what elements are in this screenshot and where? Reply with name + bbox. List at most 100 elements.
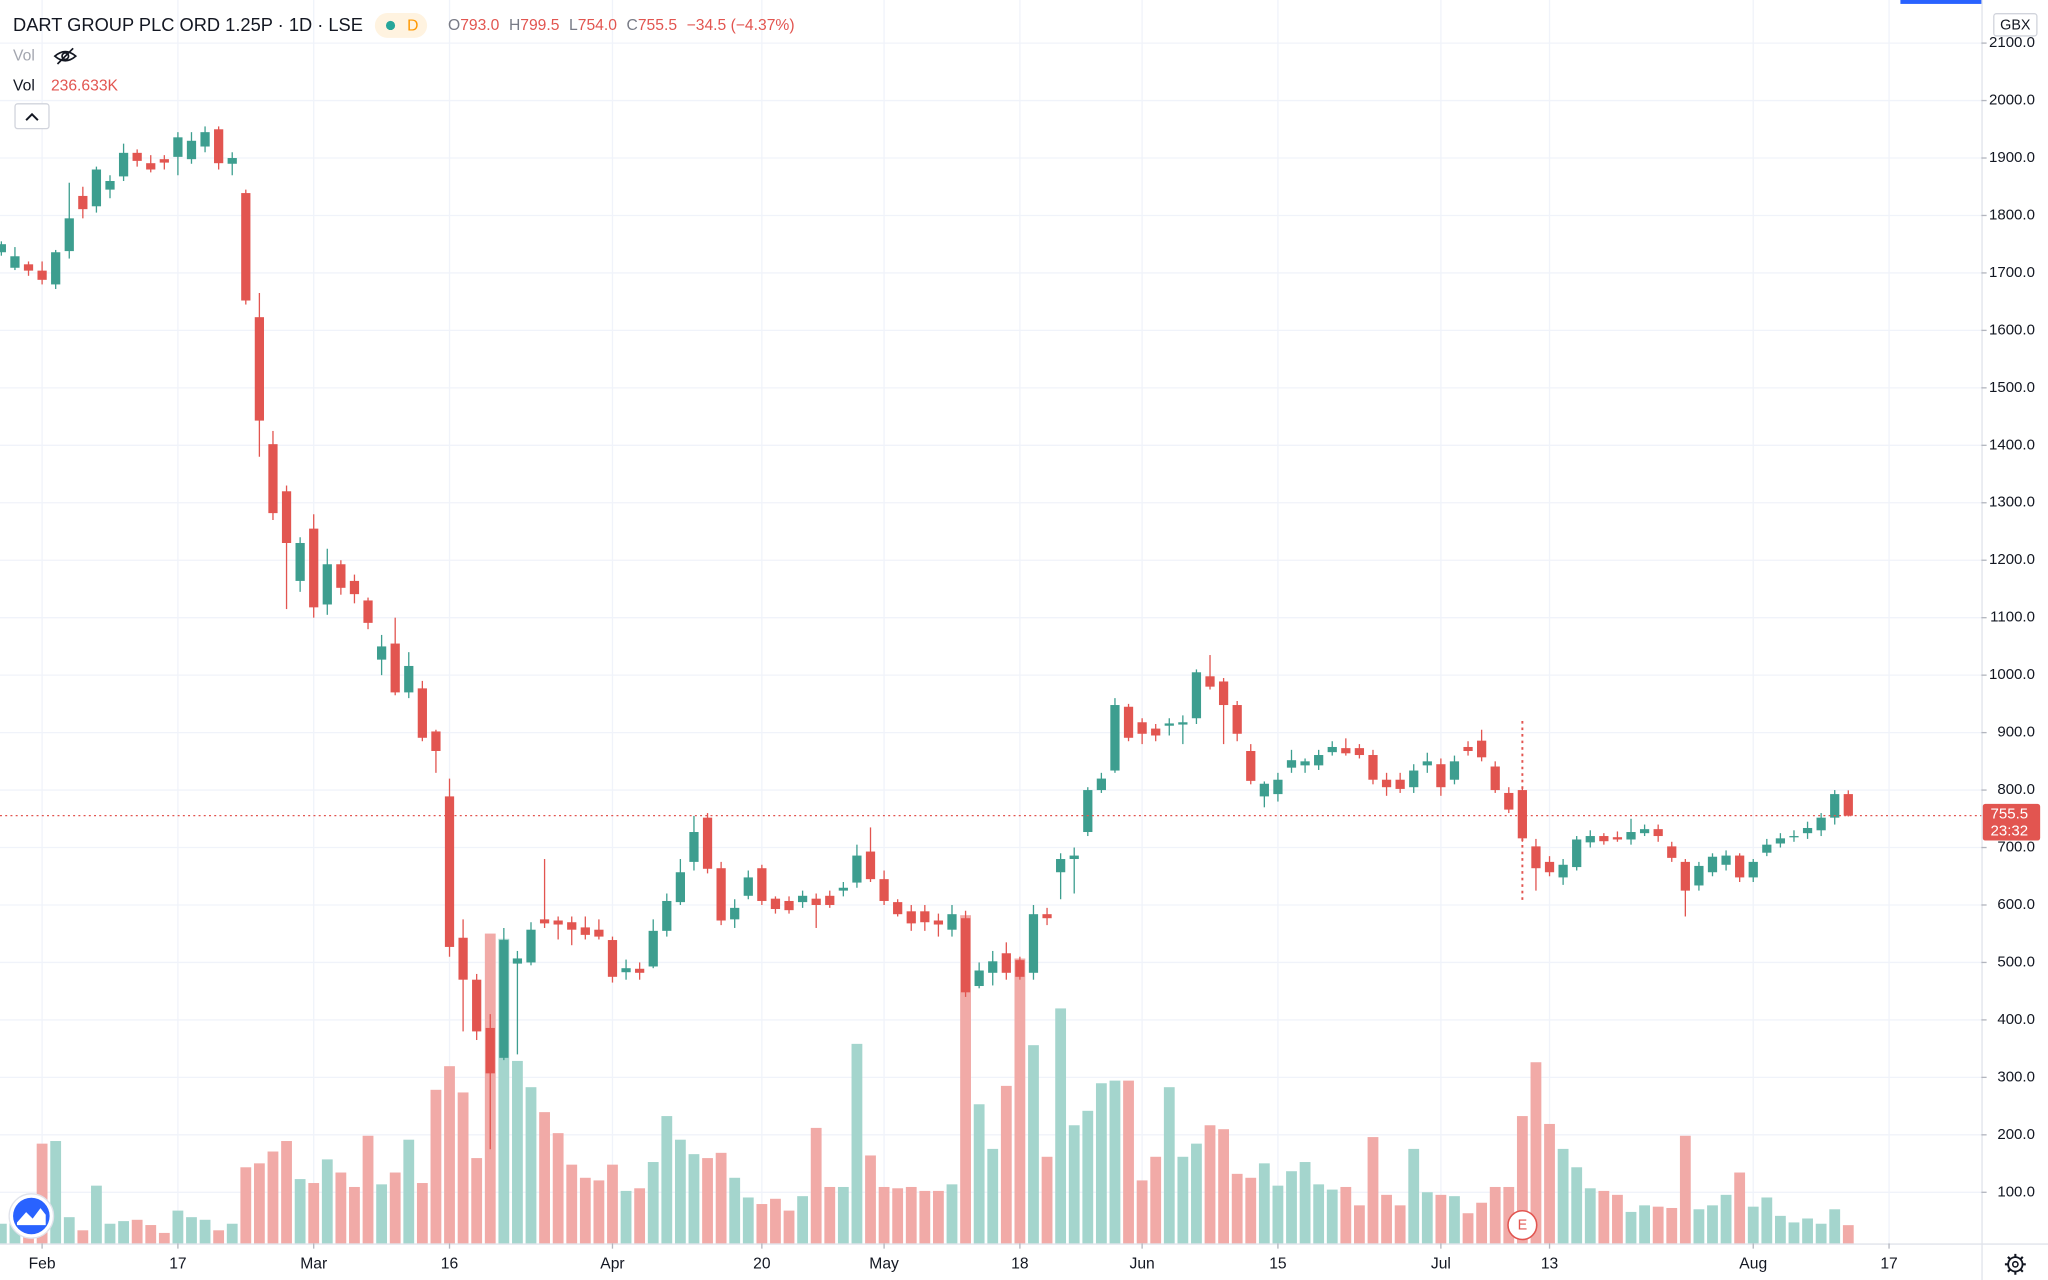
volume-bar bbox=[878, 1186, 890, 1244]
volume-bar bbox=[539, 1112, 550, 1244]
volume-bar bbox=[1489, 1186, 1501, 1244]
volume-bar bbox=[1652, 1206, 1664, 1244]
candle-body bbox=[1721, 855, 1731, 865]
candle-body bbox=[1164, 723, 1174, 726]
volume-bar bbox=[63, 1217, 75, 1244]
volume-bar bbox=[1177, 1156, 1189, 1244]
candle-body bbox=[1802, 827, 1813, 834]
candle-body bbox=[1151, 728, 1161, 736]
volume-bar bbox=[403, 1139, 415, 1244]
candle-body bbox=[1232, 705, 1242, 734]
volume-bar bbox=[647, 1162, 659, 1244]
settings-icon[interactable] bbox=[2004, 1253, 2026, 1275]
last-price-label: 755.5 bbox=[1991, 805, 2029, 822]
last-price-box bbox=[1982, 803, 2041, 841]
ohlc-letter: O bbox=[448, 17, 460, 34]
badge-pill[interactable] bbox=[374, 13, 428, 38]
collapse-button[interactable] bbox=[14, 103, 50, 130]
candle-body bbox=[472, 979, 482, 1032]
y-tick-label: 2100.0 bbox=[1989, 34, 2035, 51]
volume-bar bbox=[1204, 1125, 1216, 1244]
candle-body bbox=[23, 264, 34, 271]
candle-body bbox=[146, 163, 156, 170]
candle-body bbox=[526, 929, 536, 963]
y-tick-label: 1100.0 bbox=[1990, 609, 2035, 626]
y-tick-label: 100.0 bbox=[1997, 1183, 2035, 1200]
volume-bar bbox=[1829, 1209, 1841, 1244]
candle-body bbox=[635, 968, 645, 973]
volume-bar bbox=[226, 1223, 238, 1244]
candle-body bbox=[1748, 861, 1758, 878]
candle-body bbox=[512, 958, 523, 964]
volume-bar bbox=[281, 1141, 292, 1244]
candle-body bbox=[200, 132, 210, 147]
currency[interactable]: GBX bbox=[2000, 17, 2031, 33]
gear-hub bbox=[2011, 1260, 2019, 1268]
candle-body bbox=[336, 564, 346, 588]
candle-body bbox=[1775, 838, 1786, 844]
volume-bar bbox=[620, 1190, 632, 1244]
badge[interactable]: D bbox=[407, 17, 418, 34]
candle-body bbox=[797, 895, 808, 903]
logo-mark bbox=[16, 1208, 46, 1226]
ohlc-letter: C bbox=[627, 17, 638, 34]
candle-body bbox=[458, 937, 468, 980]
volume-bar bbox=[1666, 1207, 1678, 1244]
candle-body bbox=[539, 919, 550, 924]
volume-bar bbox=[1503, 1186, 1515, 1244]
volume-bar bbox=[1191, 1143, 1202, 1244]
candle-body bbox=[1123, 706, 1134, 738]
volume-bar bbox=[1462, 1213, 1474, 1244]
candle-body bbox=[1626, 832, 1636, 840]
y-tick-label: 200.0 bbox=[1997, 1126, 2035, 1143]
axis-labels: 100.0 200.0 300.0 400.0 500.0 600.0 700.0 800.0… bbox=[29, 34, 2035, 1272]
hide-icon[interactable] bbox=[53, 47, 78, 65]
candle-body bbox=[1246, 750, 1256, 781]
candle-body bbox=[485, 1027, 495, 1074]
candle-body bbox=[730, 907, 740, 920]
y-tick-label: 1000.0 bbox=[1989, 666, 2035, 683]
candle-body bbox=[1436, 764, 1446, 788]
candle-body bbox=[322, 564, 332, 605]
currency-box[interactable] bbox=[1993, 13, 2038, 37]
y-tick-label: 1200.0 bbox=[1989, 551, 2035, 568]
candle-body bbox=[865, 851, 876, 880]
candle-body bbox=[159, 159, 169, 163]
candle-body bbox=[118, 152, 129, 177]
candle-body bbox=[363, 600, 373, 623]
event-label[interactable]: E bbox=[1518, 1218, 1528, 1234]
indicator-name-muted[interactable]: Vol bbox=[13, 47, 35, 64]
volume-bar bbox=[946, 1184, 958, 1244]
candle-body bbox=[1762, 844, 1772, 853]
volume-bar bbox=[892, 1188, 904, 1244]
candle-body bbox=[1830, 794, 1840, 818]
volume-bar bbox=[1326, 1189, 1338, 1244]
candle-body bbox=[404, 665, 414, 693]
candle-body bbox=[675, 872, 685, 903]
candle-body bbox=[1490, 766, 1500, 791]
volume-bar bbox=[688, 1154, 700, 1244]
ohlc-value: 793.0 bbox=[460, 17, 499, 34]
x-tick-label: 15 bbox=[1269, 1255, 1287, 1272]
volume-bar bbox=[1815, 1223, 1827, 1244]
volume-bar bbox=[742, 1197, 754, 1244]
countdown: 23:32 bbox=[1991, 822, 2029, 839]
candle-body bbox=[1639, 829, 1650, 834]
candle-body bbox=[254, 317, 265, 421]
volume-bar bbox=[199, 1219, 211, 1244]
volume-bar bbox=[1435, 1194, 1447, 1244]
candle-body bbox=[1300, 761, 1310, 766]
volume-bar bbox=[1340, 1186, 1352, 1244]
volume-bar bbox=[1286, 1171, 1297, 1244]
volume-bar bbox=[444, 1066, 455, 1244]
ohlc-letter: L bbox=[569, 17, 578, 34]
candle-body bbox=[1110, 705, 1120, 771]
x-tick-label: Mar bbox=[300, 1255, 327, 1272]
candle-body bbox=[1137, 722, 1147, 734]
volume-bar bbox=[702, 1158, 713, 1244]
volume-bar bbox=[1367, 1137, 1379, 1244]
pupil bbox=[61, 52, 70, 61]
candle-body bbox=[1585, 836, 1595, 843]
candle-body bbox=[105, 180, 115, 190]
